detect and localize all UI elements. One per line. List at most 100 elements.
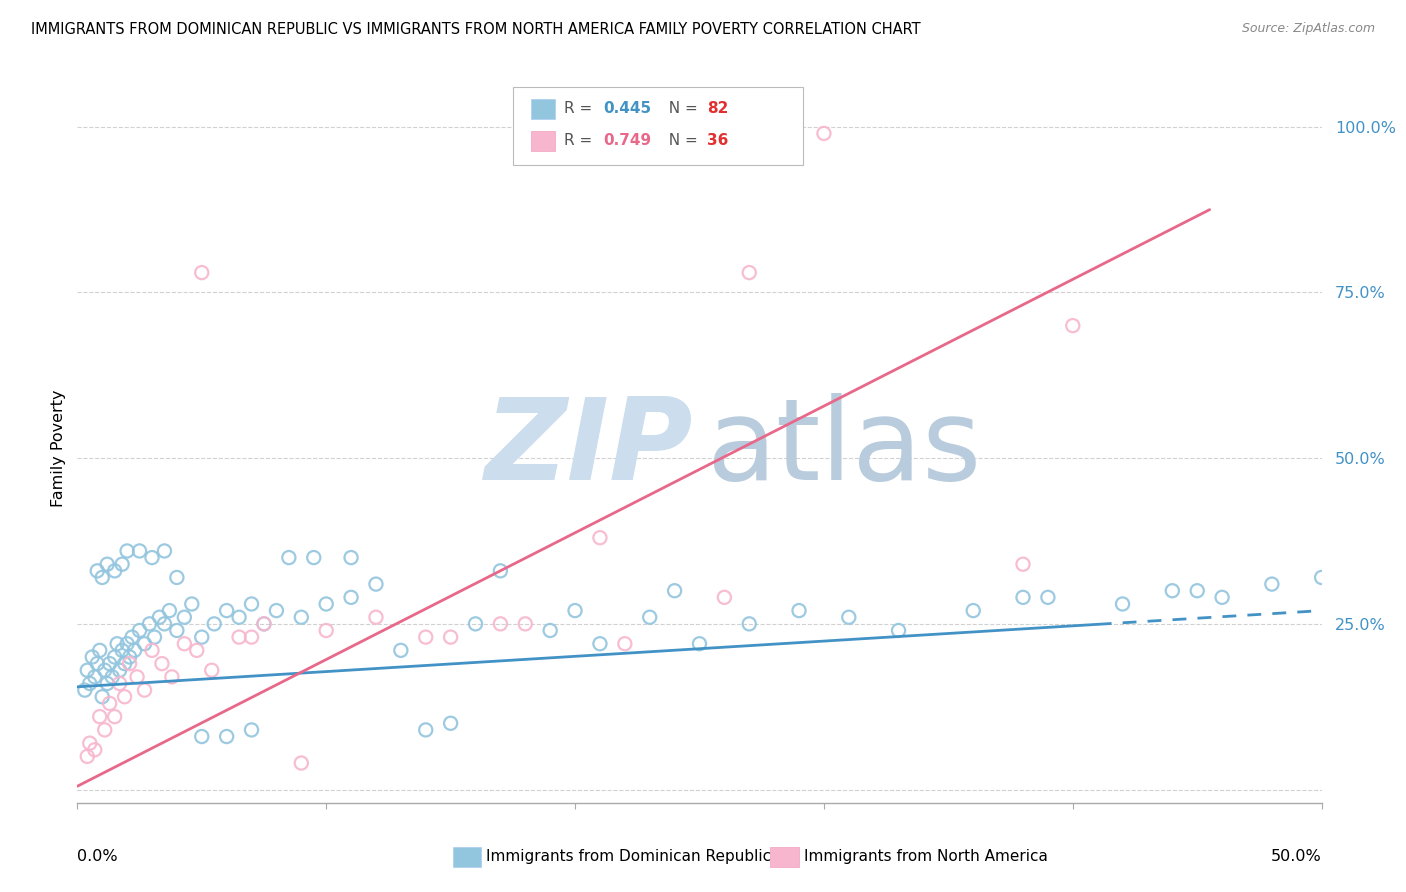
Point — [115, 637, 138, 651]
Point — [887, 624, 910, 638]
Point — [76, 749, 98, 764]
Point — [415, 630, 437, 644]
Point — [121, 630, 143, 644]
Text: 50.0%: 50.0% — [1271, 849, 1322, 863]
Point — [111, 558, 134, 572]
Text: Source: ZipAtlas.com: Source: ZipAtlas.com — [1241, 22, 1375, 36]
Text: R =: R = — [564, 102, 598, 116]
Point — [713, 591, 735, 605]
Point — [290, 610, 312, 624]
Point — [266, 604, 288, 618]
Point — [340, 591, 363, 605]
Point — [589, 531, 612, 545]
Point — [440, 630, 463, 644]
Text: 0.749: 0.749 — [603, 134, 651, 148]
Point — [738, 266, 761, 280]
Point — [96, 676, 118, 690]
Point — [364, 577, 387, 591]
Point — [89, 643, 111, 657]
Text: 0.0%: 0.0% — [77, 849, 118, 863]
Text: R =: R = — [564, 134, 598, 148]
Point — [83, 670, 105, 684]
Point — [79, 736, 101, 750]
Text: 82: 82 — [707, 102, 728, 116]
Point — [98, 697, 121, 711]
Point — [240, 597, 263, 611]
Point — [738, 616, 761, 631]
Point — [228, 630, 250, 644]
Y-axis label: Family Poverty: Family Poverty — [51, 390, 66, 507]
Point — [415, 723, 437, 737]
Point — [638, 610, 661, 624]
Point — [98, 657, 121, 671]
Point — [589, 637, 612, 651]
Point — [464, 616, 486, 631]
Point — [118, 657, 141, 671]
Point — [1111, 597, 1133, 611]
Point — [253, 616, 276, 631]
Point — [613, 637, 636, 651]
Point — [1261, 577, 1284, 591]
Point — [277, 550, 299, 565]
Point — [111, 643, 134, 657]
Point — [440, 716, 463, 731]
Text: 0.445: 0.445 — [603, 102, 651, 116]
Point — [538, 624, 561, 638]
Text: atlas: atlas — [706, 392, 981, 504]
Point — [79, 676, 101, 690]
Point — [173, 637, 195, 651]
Point — [1062, 318, 1084, 333]
Point — [108, 663, 131, 677]
Point — [114, 657, 136, 671]
Point — [148, 610, 170, 624]
Point — [787, 604, 810, 618]
Point — [1036, 591, 1059, 605]
Point — [105, 637, 128, 651]
Point — [228, 610, 250, 624]
Point — [86, 564, 108, 578]
Point — [93, 663, 115, 677]
Point — [340, 550, 363, 565]
Point — [489, 564, 512, 578]
Point — [240, 723, 263, 737]
Point — [153, 544, 176, 558]
Point — [515, 616, 537, 631]
Point — [73, 683, 96, 698]
Point — [186, 643, 208, 657]
Point — [215, 730, 238, 744]
Point — [93, 723, 115, 737]
Point — [201, 663, 224, 677]
Point — [302, 550, 325, 565]
Point — [173, 610, 195, 624]
Point — [838, 610, 860, 624]
Text: N =: N = — [659, 134, 703, 148]
Text: 36: 36 — [707, 134, 728, 148]
Point — [96, 558, 118, 572]
Point — [118, 650, 141, 665]
Point — [157, 604, 180, 618]
Text: Immigrants from North America: Immigrants from North America — [804, 849, 1047, 863]
Point — [1211, 591, 1233, 605]
Point — [83, 743, 105, 757]
Point — [1187, 583, 1209, 598]
Point — [315, 597, 337, 611]
Point — [364, 610, 387, 624]
Point — [1310, 570, 1333, 584]
Point — [1012, 591, 1035, 605]
Point — [128, 544, 150, 558]
Point — [389, 643, 412, 657]
Point — [125, 670, 148, 684]
Point — [180, 597, 202, 611]
Point — [104, 709, 127, 723]
Point — [166, 570, 188, 584]
Point — [191, 630, 214, 644]
Point — [91, 690, 114, 704]
Point — [962, 604, 984, 618]
Text: Immigrants from Dominican Republic: Immigrants from Dominican Republic — [486, 849, 772, 863]
Text: IMMIGRANTS FROM DOMINICAN REPUBLIC VS IMMIGRANTS FROM NORTH AMERICA FAMILY POVER: IMMIGRANTS FROM DOMINICAN REPUBLIC VS IM… — [31, 22, 921, 37]
Point — [1161, 583, 1184, 598]
Text: N =: N = — [659, 102, 703, 116]
Point — [143, 630, 166, 644]
Point — [215, 604, 238, 618]
Point — [101, 670, 124, 684]
